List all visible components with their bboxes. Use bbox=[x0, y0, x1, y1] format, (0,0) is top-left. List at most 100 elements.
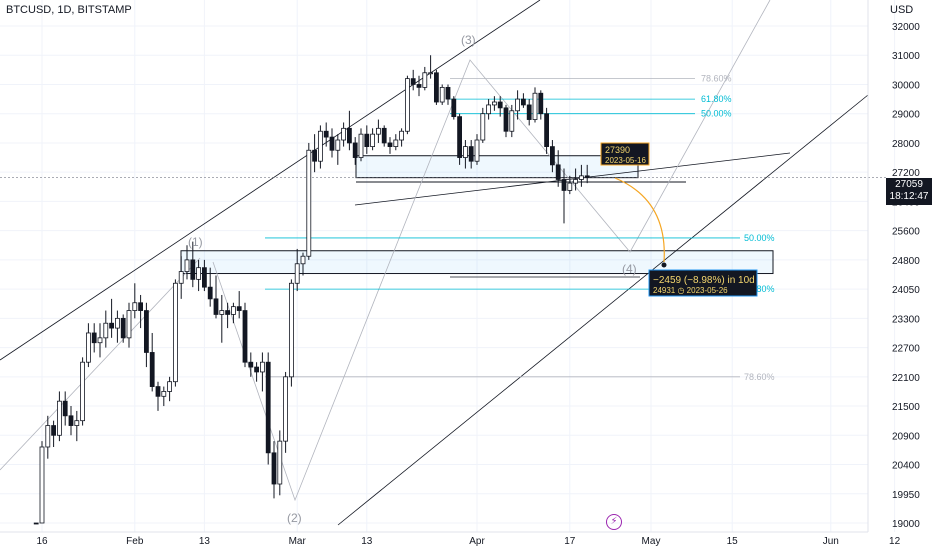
candle bbox=[62, 391, 68, 426]
y-tick-label: 32000 bbox=[892, 22, 920, 33]
candle bbox=[497, 96, 503, 117]
candle bbox=[451, 96, 457, 120]
candle bbox=[51, 420, 56, 447]
candle bbox=[544, 107, 549, 154]
x-tick-label: Feb bbox=[126, 536, 144, 547]
candle-body bbox=[213, 298, 219, 315]
candle bbox=[358, 128, 364, 162]
candle-body bbox=[550, 146, 555, 166]
candle-body bbox=[201, 267, 207, 288]
candle bbox=[584, 164, 590, 184]
candle bbox=[312, 134, 318, 173]
candle bbox=[219, 294, 225, 343]
candle-body bbox=[381, 127, 387, 144]
y-tick-label: 23300 bbox=[892, 314, 920, 325]
candle-body bbox=[312, 149, 318, 162]
x-tick-label: 15 bbox=[727, 536, 739, 547]
flash-icon[interactable]: ⚡ bbox=[606, 514, 622, 530]
candle bbox=[573, 168, 578, 191]
candle-body bbox=[561, 179, 567, 191]
candle bbox=[45, 415, 51, 459]
candle-body bbox=[230, 306, 236, 315]
candle-body bbox=[115, 317, 120, 329]
candle-body bbox=[329, 136, 335, 151]
x-tick-label: 13 bbox=[199, 536, 211, 547]
candle bbox=[288, 279, 294, 387]
candle-body bbox=[254, 366, 260, 373]
candle-body bbox=[526, 104, 532, 120]
y-tick-label: 25600 bbox=[892, 227, 920, 238]
candle-body bbox=[109, 322, 114, 329]
candle bbox=[294, 248, 300, 292]
candle-body bbox=[86, 332, 91, 363]
candle-body bbox=[439, 86, 445, 103]
candle bbox=[567, 175, 573, 195]
candle-body bbox=[579, 175, 584, 180]
candle bbox=[300, 252, 306, 276]
candle-body bbox=[567, 182, 573, 191]
projection-change: −2459 (−8.98%) in 10d bbox=[653, 275, 755, 286]
candle bbox=[242, 302, 248, 368]
candle bbox=[439, 84, 445, 105]
y-tick-label: 27200 bbox=[892, 168, 920, 179]
candle-body bbox=[149, 352, 155, 387]
candle-body bbox=[416, 84, 422, 88]
fib-lower-label: 78.60% bbox=[744, 372, 775, 382]
candle-body bbox=[219, 310, 225, 315]
candle bbox=[143, 302, 149, 368]
y-tick-label: 21500 bbox=[892, 402, 920, 413]
fib-upper-label: 61.80% bbox=[701, 94, 732, 104]
candle bbox=[352, 137, 358, 165]
candle-body bbox=[486, 104, 492, 115]
candle-body bbox=[45, 425, 51, 448]
candle bbox=[109, 298, 114, 338]
candle bbox=[259, 352, 265, 392]
candle-body bbox=[306, 149, 312, 257]
candle bbox=[480, 107, 486, 143]
candle-body bbox=[317, 130, 323, 162]
projection-arrow bbox=[614, 177, 665, 263]
candle bbox=[370, 128, 376, 151]
candle-body bbox=[196, 267, 202, 280]
candle-body bbox=[375, 127, 381, 135]
candle-body bbox=[468, 146, 474, 162]
candle-body bbox=[364, 133, 370, 147]
candle-body bbox=[259, 361, 265, 373]
projection-box bbox=[648, 269, 758, 297]
candle bbox=[387, 137, 393, 154]
wave-label: (4) bbox=[622, 262, 637, 276]
candle-body bbox=[80, 361, 85, 422]
candle-body bbox=[410, 78, 416, 85]
candle-body bbox=[532, 92, 538, 120]
candle-body bbox=[155, 386, 161, 397]
y-tick-label: 20400 bbox=[892, 461, 920, 472]
candle bbox=[404, 75, 410, 135]
candle bbox=[33, 522, 39, 525]
candle-body bbox=[352, 142, 358, 158]
candle-body bbox=[126, 310, 132, 339]
candle-body bbox=[462, 146, 468, 158]
candle bbox=[509, 104, 515, 138]
candle bbox=[491, 96, 497, 111]
candle-body bbox=[538, 92, 544, 115]
candle bbox=[39, 441, 45, 524]
candle-body bbox=[404, 78, 410, 132]
y-tick-label: 22100 bbox=[892, 373, 920, 384]
candle bbox=[126, 302, 132, 348]
fib-lower-label: 61.80% bbox=[744, 284, 775, 294]
candle bbox=[317, 125, 323, 169]
candle-body bbox=[491, 101, 497, 106]
candle bbox=[341, 122, 347, 147]
candle bbox=[155, 381, 161, 411]
candle-body bbox=[161, 391, 167, 397]
candle-body bbox=[387, 142, 393, 147]
candle-body bbox=[103, 322, 109, 339]
x-tick-label: Mar bbox=[289, 536, 307, 547]
candle-body bbox=[509, 110, 515, 132]
candle-body bbox=[573, 179, 578, 184]
fib-lower-label: 50.00% bbox=[744, 233, 775, 243]
candle-body bbox=[584, 175, 590, 178]
target-date: 2023-05-16 bbox=[605, 156, 646, 165]
candle-body bbox=[515, 98, 520, 112]
